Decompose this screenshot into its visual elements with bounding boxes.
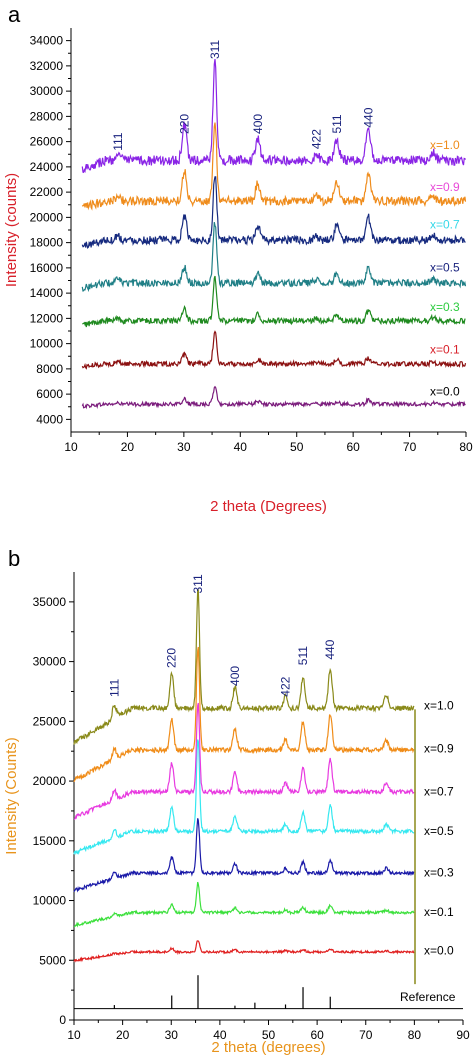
y-tick-label: 25000: [33, 714, 67, 728]
peak-label-220: 220: [165, 648, 179, 668]
peak-label-111: 111: [107, 678, 121, 697]
y-tick-label: 15000: [33, 834, 67, 848]
panel-label: a: [8, 2, 21, 27]
y-tick-label: 28000: [30, 109, 64, 123]
x-tick-label: 60: [310, 1028, 324, 1042]
x-tick-label: 80: [459, 440, 473, 454]
y-tick-label: 35000: [33, 595, 67, 609]
series-label: x=0.3: [430, 300, 460, 314]
y-tick-label: 20000: [33, 774, 67, 788]
series-line-x=0.3: [73, 818, 415, 893]
x-tick-label: 30: [165, 1028, 179, 1042]
series-label: x=0.5: [424, 824, 454, 838]
y-tick-label: 10000: [30, 337, 64, 351]
y-tick-label: 10000: [33, 894, 67, 908]
series-line-x=0.0: [81, 385, 466, 410]
peak-label-311: 311: [191, 574, 205, 593]
series-label: x=0.0: [424, 943, 454, 957]
series-label: x=0.1: [424, 905, 454, 919]
x-tick-label: 70: [403, 440, 417, 454]
series-label: x=0.7: [424, 784, 454, 798]
y-tick-label: 14000: [30, 286, 64, 300]
peak-label-511: 511: [296, 646, 310, 665]
series-label: x=0.9: [430, 180, 460, 194]
x-tick-label: 40: [213, 1028, 227, 1042]
x-tick-label: 90: [456, 1028, 470, 1042]
series-line-x=0.7: [81, 176, 466, 249]
reference-label: Reference: [400, 990, 456, 1004]
x-tick-label: 70: [359, 1028, 373, 1042]
x-axis-title: 2 theta (Degrees): [210, 498, 327, 515]
series-label: x=0.3: [424, 866, 454, 880]
y-tick-label: 16000: [30, 261, 64, 275]
peak-label-220: 220: [177, 114, 191, 134]
series-label: x=1.0: [424, 698, 454, 712]
series-line-x=0.5: [81, 221, 467, 293]
y-tick-label: 26000: [30, 135, 64, 149]
y-tick-label: 4000: [36, 412, 63, 426]
peak-label-422: 422: [279, 676, 293, 696]
peak-label-311: 311: [208, 40, 222, 59]
panel-a-xrd-chart: a 10 20 30 40 50 60 70 80 4000 6000 8000 10000 12000 1…: [3, 2, 473, 515]
y-tick-label: 22000: [30, 185, 64, 199]
x-tick-label: 10: [67, 1028, 81, 1042]
y-tick-label: 0: [59, 1013, 66, 1027]
peak-label-511: 511: [330, 114, 344, 133]
y-tick-label: 34000: [30, 34, 64, 48]
y-tick-label: 8000: [36, 362, 63, 376]
peak-label-440: 440: [323, 639, 337, 659]
panel-b-xrd-chart: b 10 20 30 40 50 60 70 80 90 0 5000 10000 15000 20000 2…: [3, 546, 470, 1056]
series-line-x=0.1: [73, 881, 415, 928]
y-tick-label: 6000: [36, 387, 63, 401]
panel-label: b: [8, 546, 20, 571]
series-line-x=0.9: [73, 646, 415, 783]
y-tick-label: 32000: [30, 59, 64, 73]
x-tick-label: 20: [121, 440, 135, 454]
x-tick-label: 50: [290, 440, 304, 454]
x-tick-label: 10: [64, 440, 78, 454]
x-tick-label: 20: [116, 1028, 130, 1042]
series-label: x=1.0: [430, 138, 460, 152]
x-tick-label: 30: [177, 440, 191, 454]
series-line-x=1.0: [73, 588, 415, 745]
y-tick-label: 5000: [39, 953, 66, 967]
y-tick-label: 30000: [30, 84, 64, 98]
peak-label-400: 400: [251, 114, 265, 134]
peak-label-440: 440: [361, 107, 375, 127]
series-line-x=0.1: [81, 330, 467, 370]
series-label: x=0.5: [430, 261, 460, 275]
series-line-x=0.0: [73, 940, 415, 963]
series-label: x=0.7: [430, 218, 460, 232]
x-tick-label: 50: [262, 1028, 276, 1042]
series-line-x=0.3: [82, 275, 466, 328]
series-line-x=0.9: [81, 122, 467, 211]
peak-label-111: 111: [111, 132, 125, 151]
y-tick-label: 30000: [33, 655, 67, 669]
series-line-x=1.0: [81, 59, 467, 174]
y-tick-label: 12000: [30, 311, 64, 325]
y-axis-title: Intensity (counts): [3, 173, 20, 287]
series-label: x=0.1: [430, 343, 460, 357]
peak-label-422: 422: [309, 129, 323, 149]
series-label: x=0.0: [430, 384, 460, 398]
x-axis-title: 2 theta (degrees): [211, 1039, 325, 1056]
y-axis-title: Intensity (Counts): [3, 737, 20, 855]
series-line-x=0.5: [73, 739, 415, 856]
x-tick-label: 60: [346, 440, 360, 454]
x-tick-label: 40: [234, 440, 248, 454]
x-tick-label: 80: [408, 1028, 422, 1042]
series-label: x=0.9: [424, 741, 454, 755]
y-tick-label: 24000: [30, 160, 64, 174]
peak-label-400: 400: [228, 666, 242, 686]
series-line-x=0.7: [73, 702, 415, 820]
y-tick-label: 20000: [30, 210, 64, 224]
y-tick-label: 18000: [30, 236, 64, 250]
